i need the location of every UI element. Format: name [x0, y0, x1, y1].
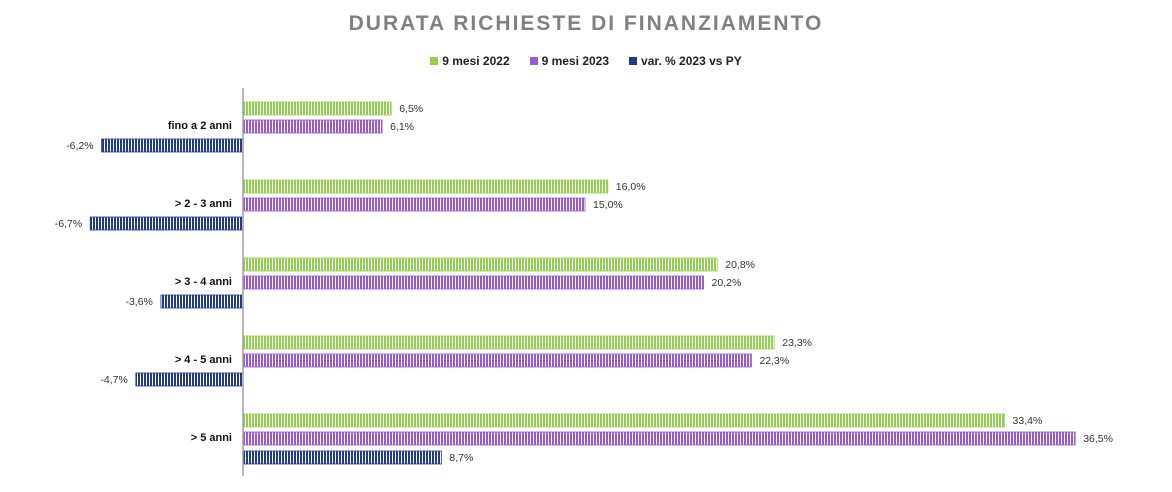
data-label-2022: 6,5% — [399, 103, 423, 115]
data-label-var: 8,7% — [449, 452, 473, 464]
data-label-2022: 16,0% — [616, 181, 646, 193]
data-label-2022: 23,3% — [782, 337, 812, 349]
legend-swatch-2022 — [430, 57, 439, 65]
chart-legend: 9 mesi 2022 9 mesi 2023 var. % 2023 vs P… — [0, 54, 1172, 68]
data-label-var: -4,7% — [100, 374, 127, 386]
legend-swatch-var — [629, 57, 638, 65]
data-label-var: -6,7% — [55, 218, 82, 230]
legend-label-2023: 9 mesi 2023 — [541, 54, 610, 68]
bar-var — [242, 450, 442, 465]
chart-title: DURATA RICHIESTE DI FINANZIAMENTO — [348, 12, 824, 35]
category-label: fino a 2 anni — [168, 120, 232, 132]
category-label: > 3 - 4 anni — [175, 276, 232, 288]
bar-2023 — [242, 119, 383, 134]
legend-label-var: var. % 2023 vs PY — [641, 54, 742, 68]
bar-var — [101, 138, 244, 153]
data-label-2023: 15,0% — [593, 199, 623, 211]
bar-2023 — [242, 275, 704, 290]
bar-2022 — [242, 179, 609, 194]
bar-2022 — [242, 257, 718, 272]
bar-2022 — [242, 413, 1005, 428]
bar-2022 — [242, 101, 392, 116]
data-label-2022: 20,8% — [725, 259, 755, 271]
category-label: > 4 - 5 anni — [175, 354, 232, 366]
data-label-2023: 36,5% — [1083, 433, 1113, 445]
bar-2023 — [242, 353, 752, 368]
data-label-2022: 33,4% — [1013, 415, 1043, 427]
bar-var — [160, 294, 244, 309]
data-label-2023: 20,2% — [712, 277, 742, 289]
bar-2023 — [242, 197, 586, 212]
bar-2023 — [242, 431, 1076, 446]
legend-item-var: var. % 2023 vs PY — [629, 54, 742, 68]
data-label-2023: 22,3% — [759, 355, 789, 367]
bar-var — [135, 372, 244, 387]
legend-item-2023: 9 mesi 2023 — [529, 54, 610, 68]
data-label-2023: 6,1% — [390, 121, 414, 133]
bar-var — [89, 216, 244, 231]
category-label: > 2 - 3 anni — [175, 198, 232, 210]
legend-item-2022: 9 mesi 2022 — [430, 54, 510, 68]
legend-swatch-2023 — [529, 57, 538, 65]
legend-label-2022: 9 mesi 2022 — [442, 54, 510, 68]
bar-2022 — [242, 335, 775, 350]
data-label-var: -3,6% — [125, 296, 152, 308]
data-label-var: -6,2% — [66, 140, 93, 152]
category-label: > 5 anni — [191, 432, 232, 444]
